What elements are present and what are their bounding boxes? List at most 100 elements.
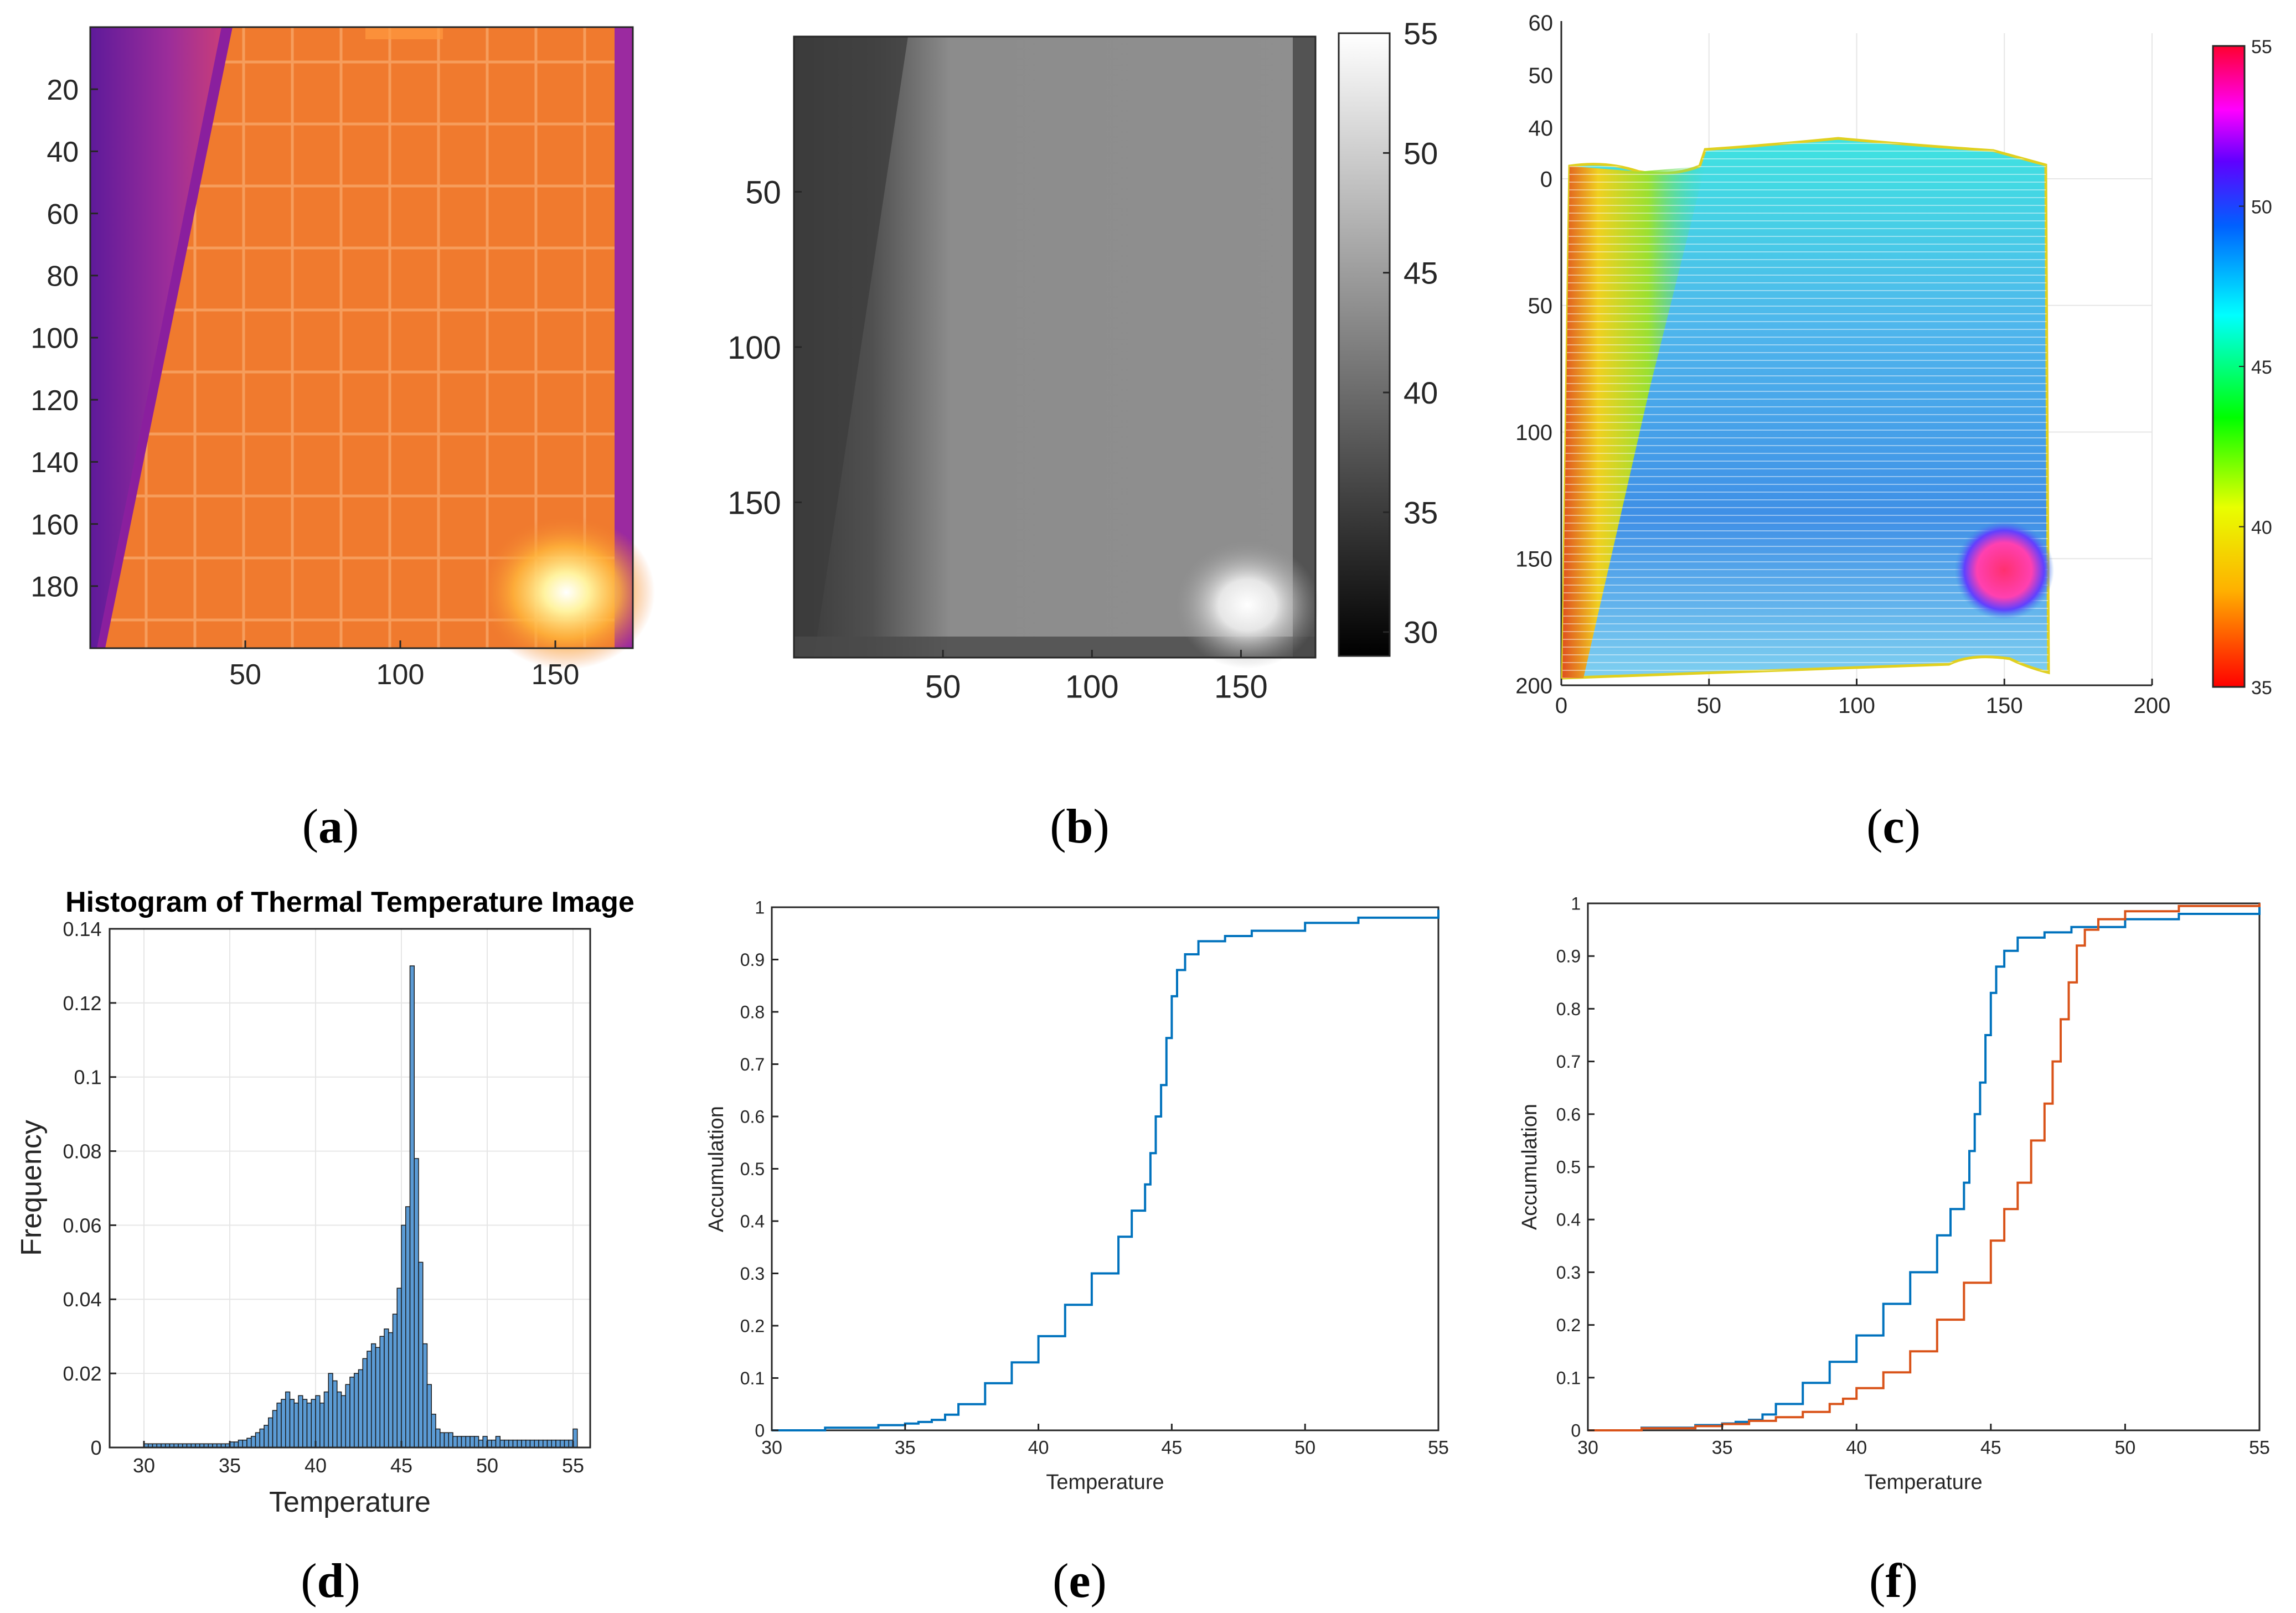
histogram-bar [268, 1417, 274, 1448]
histogram-bar [529, 1439, 535, 1448]
panel-letters: (a) (b) (c) (d) (e) (f) [301, 800, 1921, 1608]
panel-c-x-tick-label: 100 [1838, 694, 1875, 718]
panel-f-x-tick-label: 35 [1712, 1438, 1733, 1459]
histogram-bar [534, 1439, 539, 1448]
histogram-bar [251, 1436, 256, 1448]
panel-a-top-glow [365, 27, 443, 39]
panel-d-x-ticks: 30 35 40 45 50 55 [133, 1441, 584, 1477]
panel-c-x-tick-label: 0 [1555, 694, 1567, 718]
panel-c-z-ticks: 40 50 60 [1529, 11, 1554, 141]
histogram-bar [521, 1439, 527, 1448]
histogram-bar [281, 1399, 286, 1448]
panel-a-y-tick-label: 120 [30, 385, 79, 417]
histogram-bar [319, 1402, 325, 1448]
histogram-bar [478, 1439, 483, 1448]
panel-letter-a: (a) [302, 800, 359, 854]
panel-b-x-ticks: 50 100 150 [925, 650, 1268, 705]
histogram-bar [495, 1436, 501, 1448]
panel-e-y-tick-label: 0.3 [740, 1264, 765, 1284]
panel-c-hotspot [1954, 520, 2054, 620]
panel-letter-b: (b) [1050, 800, 1110, 854]
panel-f-y-tick-label: 0.5 [1556, 1157, 1581, 1177]
panel-a-y-tick-label: 100 [30, 323, 79, 355]
histogram-bar [379, 1336, 385, 1448]
histogram-bar [551, 1439, 556, 1448]
histogram-bar [276, 1402, 282, 1448]
histogram-bar [396, 1288, 402, 1448]
histogram-bar [298, 1395, 303, 1448]
histogram-bar [340, 1395, 346, 1448]
panel-c-colorbar-tick-label: 40 [2251, 518, 2272, 539]
panel-e-x-ticks: 30 35 40 45 50 55 [761, 1424, 1449, 1459]
panel-e-y-tick-label: 0.4 [740, 1212, 765, 1232]
panel-c-z-tick-label: 50 [1529, 64, 1554, 88]
histogram-bar [306, 1402, 312, 1448]
panel-b-colorbar-tick-label: 50 [1404, 136, 1438, 170]
panel-e-x-tick-label: 45 [1161, 1438, 1182, 1459]
panel-d-y-tick-label: 0 [91, 1436, 102, 1459]
panel-c-y-tick-label: 0 [1540, 167, 1552, 192]
panel-a-y-tick-label: 140 [30, 447, 79, 479]
panel-c-colorbar-tick-label: 45 [2251, 357, 2272, 378]
panel-e-plot-area [771, 906, 1439, 1431]
panel-e-x-tick-label: 50 [1294, 1438, 1315, 1459]
panel-a-thermal-image: 50 100 150 20 40 60 80 100 120 140 160 180 [30, 26, 655, 691]
panel-e-x-tick-label: 30 [761, 1438, 782, 1459]
panel-d-title: Histogram of Thermal Temperature Image [65, 886, 634, 918]
panel-f-x-tick-label: 45 [1980, 1438, 2001, 1459]
histogram-bar [358, 1369, 363, 1448]
panel-e-y-tick-label: 0.2 [740, 1316, 765, 1336]
histogram-bar [362, 1358, 368, 1448]
panel-letter-f: (f) [1869, 1554, 1918, 1608]
panel-b-colorbar-tick-label: 45 [1404, 256, 1438, 291]
panel-a-y-tick-label: 160 [30, 509, 79, 541]
panel-f-y-tick-label: 0.4 [1556, 1210, 1581, 1230]
panel-a-y-ticks: 20 40 60 80 100 120 140 160 180 [30, 74, 98, 603]
panel-a-y-tick-label: 20 [47, 74, 79, 106]
panel-d-y-tick-label: 0.1 [74, 1066, 102, 1089]
histogram-bar [302, 1399, 308, 1448]
panel-f-y-tick-label: 1 [1571, 894, 1581, 914]
panel-b-x-tick-label: 150 [1214, 669, 1268, 705]
histogram-bar [234, 1441, 239, 1448]
panel-d-y-tick-label: 0.12 [63, 992, 102, 1015]
panel-f-y-tick-label: 0.8 [1556, 999, 1581, 1019]
histogram-bar [512, 1439, 518, 1448]
panel-b-colorbar-tick-label: 30 [1404, 615, 1438, 650]
panel-f-y-tick-label: 0.6 [1556, 1104, 1581, 1124]
histogram-bar [401, 1224, 406, 1448]
histogram-bar [259, 1428, 265, 1448]
panel-a-y-tick-label: 80 [47, 261, 79, 293]
histogram-bar [332, 1380, 338, 1448]
panel-c-x-ticks: 0 50 100 150 200 [1555, 679, 2170, 718]
panel-d-y-tick-label: 0.08 [63, 1140, 102, 1163]
panel-b-y-ticks: 50 100 150 [728, 174, 802, 521]
panel-letter-e: (e) [1052, 1554, 1107, 1608]
panel-b-dark-stripe [794, 37, 908, 658]
panel-f-y-tick-label: 0.7 [1556, 1052, 1581, 1072]
panel-e-cumulative-plot: 30 35 40 45 50 55 0 0.1 0.2 0.3 0.4 0.5 0.6 0.7 0.8 0.… [705, 898, 1449, 1494]
panel-d-y-tick-label: 0.04 [63, 1288, 102, 1311]
histogram-bar [465, 1436, 471, 1448]
histogram-bar [371, 1343, 376, 1448]
panel-e-x-tick-label: 40 [1028, 1438, 1049, 1459]
panel-b-colorbar-tick-label: 55 [1404, 16, 1438, 51]
histogram-bar [440, 1432, 445, 1448]
panel-c-z-tick-label: 40 [1529, 116, 1554, 141]
panel-f-x-tick-label: 40 [1846, 1438, 1867, 1459]
histogram-bar [461, 1436, 466, 1448]
histogram-bar [555, 1439, 561, 1448]
panel-b-y-tick-label: 100 [728, 330, 781, 366]
histogram-bar [517, 1439, 522, 1448]
panel-a-hotspot [478, 515, 655, 670]
panel-d-x-tick-label: 35 [219, 1454, 241, 1477]
histogram-bar [443, 1432, 449, 1448]
panel-f-y-tick-label: 0.3 [1556, 1263, 1581, 1283]
histogram-bar [491, 1439, 497, 1448]
panel-e-y-tick-label: 0.6 [740, 1107, 765, 1127]
panel-a-y-tick-label: 180 [30, 571, 79, 603]
panel-letter-c: (c) [1866, 800, 1921, 854]
panel-e-x-tick-label: 55 [1428, 1438, 1449, 1459]
panel-e-x-label: Temperature [1046, 1471, 1164, 1494]
